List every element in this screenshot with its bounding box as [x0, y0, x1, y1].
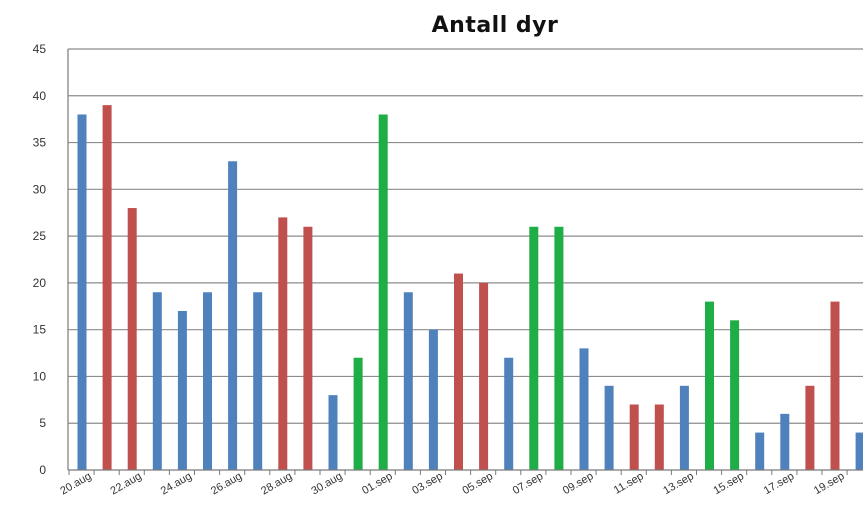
- y-tick-label: 10: [33, 369, 47, 383]
- bar: [328, 395, 338, 470]
- y-tick-label: 25: [33, 229, 47, 243]
- y-tick-label: 30: [33, 182, 47, 196]
- bar: [203, 292, 212, 470]
- y-tick-label: 40: [33, 89, 47, 103]
- x-tick-label: 11.sep: [612, 470, 646, 497]
- x-tick-label: 09.sep: [561, 470, 596, 497]
- bar: [629, 404, 639, 470]
- y-tick-label: 35: [33, 136, 47, 150]
- x-tick-label: 03.sep: [410, 470, 445, 497]
- bar: [177, 310, 187, 470]
- x-tick-label: 17.sep: [762, 470, 797, 497]
- y-tick-label: 0: [39, 463, 46, 477]
- y-tick-label: 45: [33, 42, 47, 56]
- bar: [228, 161, 238, 470]
- x-tick-label: 05.sep: [460, 470, 495, 497]
- bar: [554, 226, 564, 470]
- bar: [127, 208, 137, 471]
- gridlines: [68, 48, 863, 424]
- bar: [303, 226, 313, 470]
- bar: [428, 329, 438, 470]
- bar: [780, 413, 790, 470]
- bar: [454, 273, 463, 470]
- x-tick-label: 24.aug: [159, 470, 194, 497]
- bars: [77, 105, 863, 471]
- x-tick-label: 15.sep: [711, 470, 746, 497]
- bar: [353, 357, 363, 470]
- x-tick-label: 28.aug: [259, 470, 294, 497]
- bar: [504, 357, 514, 470]
- y-axis-ticks: 0 5 10 15 20 25 30 35 40 45: [33, 42, 47, 477]
- bar: [730, 320, 740, 470]
- y-tick-label: 5: [39, 416, 46, 430]
- y-tick-label: 15: [33, 323, 47, 337]
- x-tick-label: 01.sep: [360, 470, 395, 497]
- bar: [604, 385, 614, 470]
- bar: [152, 292, 162, 470]
- x-tick-label: 13.sep: [661, 470, 696, 497]
- bar: [102, 105, 112, 470]
- x-tick-label: 19.sep: [812, 470, 847, 497]
- bar: [855, 432, 863, 470]
- bar: [830, 301, 840, 470]
- x-tick-label: 26.aug: [209, 470, 244, 497]
- bar: [479, 282, 489, 470]
- x-tick-label: 20.aug: [58, 470, 93, 497]
- y-tick-label: 20: [33, 276, 47, 290]
- bar: [253, 292, 263, 470]
- x-tick-label: 22.aug: [109, 470, 144, 497]
- bar: [529, 226, 539, 470]
- chart-title: Antall dyr: [432, 13, 559, 38]
- bar: [805, 385, 815, 470]
- bar: [705, 301, 714, 470]
- bar: [378, 114, 388, 470]
- bar: [654, 404, 664, 470]
- bar: [278, 217, 288, 470]
- x-tick-label: 30.aug: [309, 470, 344, 497]
- bar: [77, 114, 87, 470]
- x-tick-label: 07.sep: [511, 470, 546, 497]
- bar: [403, 292, 413, 470]
- bar: [579, 348, 589, 470]
- bar: [755, 432, 765, 470]
- bar: [679, 385, 689, 470]
- axes: [67, 49, 863, 475]
- x-axis-ticks: 20.aug 22.aug 24.aug 26.aug 28.aug 30.aug 01.s…: [58, 470, 846, 497]
